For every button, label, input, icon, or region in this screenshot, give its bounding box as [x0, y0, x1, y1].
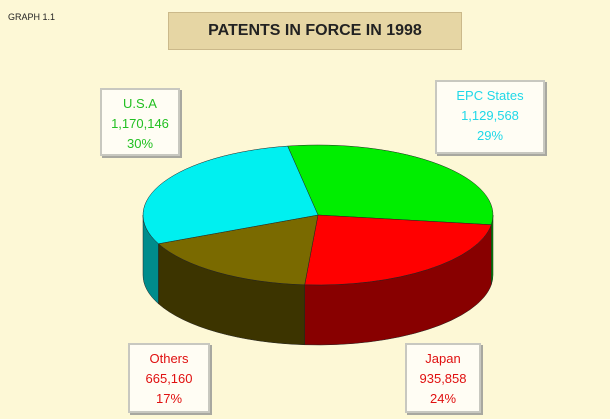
label-line: 30%	[126, 136, 154, 151]
chart-title: PATENTS IN FORCE IN 1998	[168, 12, 462, 50]
slice-side	[491, 214, 494, 285]
label-line: 24%	[429, 391, 457, 406]
label-line: U.S.A	[123, 96, 157, 111]
slice	[157, 214, 319, 286]
slice-label: U.S.A 1,170,146 30%	[100, 88, 180, 156]
label-line: 29%	[476, 128, 504, 143]
label-line: 935,858	[419, 371, 467, 386]
slice	[287, 144, 494, 225]
slice-label: EPC States 1,129,568 29%	[435, 80, 545, 154]
label-line: 17%	[155, 391, 183, 406]
label-line: 665,160	[145, 371, 193, 386]
slice-label: Japan 935,858 24%	[405, 343, 481, 413]
label-line: 1,129,568	[461, 108, 519, 123]
label-line: EPC States	[456, 88, 524, 103]
label-line: Others	[149, 351, 189, 366]
label-line: 1,170,146	[111, 116, 169, 131]
slice	[304, 214, 492, 286]
corner-label: GRAPH 1.1	[8, 12, 56, 22]
label-line: Japan	[425, 351, 461, 366]
slice-label: Others 665,160 17%	[128, 343, 210, 413]
slice	[142, 145, 319, 245]
